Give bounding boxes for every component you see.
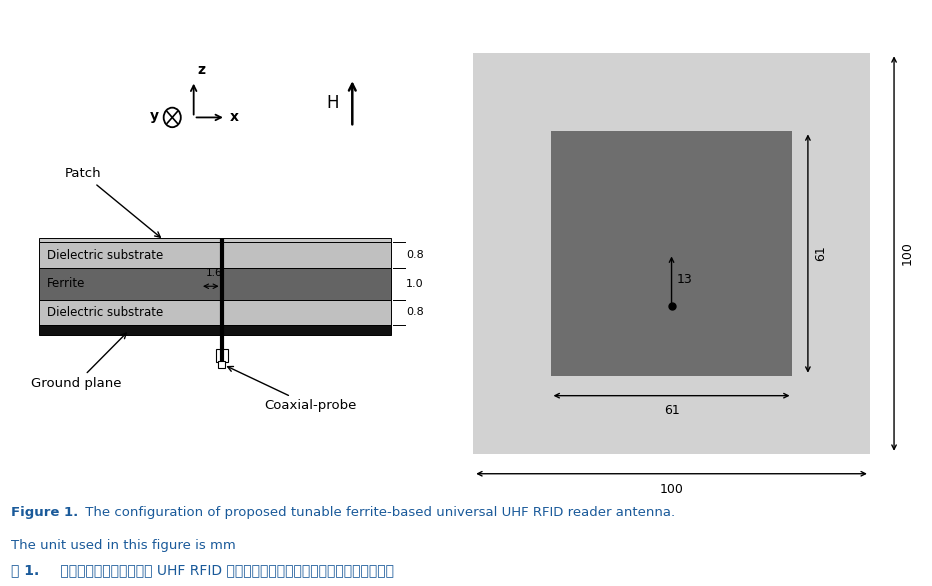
Text: H: H [327,94,339,112]
Text: 基于亚铁磁性材料的通用 UHF RFID 阅读器天线结构示意图，图中尺寸单位为毫米: 基于亚铁磁性材料的通用 UHF RFID 阅读器天线结构示意图，图中尺寸单位为毫… [56,563,394,577]
Text: Ferrite: Ferrite [47,277,86,290]
Text: 图 1.: 图 1. [11,563,39,577]
Bar [39,243,391,268]
Text: 61: 61 [664,404,679,417]
Text: Ground plane: Ground plane [31,333,127,390]
Text: The configuration of proposed tunable ferrite-based universal UHF RFID reader an: The configuration of proposed tunable fe… [81,506,675,519]
Text: 13: 13 [677,273,692,286]
Text: 1.0: 1.0 [406,279,424,289]
Bar [39,237,391,243]
Text: Figure 1.: Figure 1. [11,506,78,519]
Text: Patch: Patch [65,168,160,237]
Text: Dielectric substrate: Dielectric substrate [47,248,163,262]
Text: z: z [197,63,205,77]
Text: 1.6: 1.6 [206,268,222,278]
Text: Coaxial-probe: Coaxial-probe [227,366,357,413]
Bar [39,299,391,325]
Text: 0.8: 0.8 [406,250,424,260]
Bar [551,131,792,376]
Text: 0.8: 0.8 [406,308,424,318]
Bar [218,361,226,368]
Bar [215,349,227,362]
Text: x: x [230,110,240,124]
Bar [473,53,870,454]
Text: The unit used in this figure is mm: The unit used in this figure is mm [11,539,236,552]
Text: 100: 100 [660,483,683,496]
Text: y: y [149,110,158,124]
Bar [39,325,391,335]
Text: 61: 61 [815,246,828,261]
Text: Dielectric substrate: Dielectric substrate [47,306,163,319]
Bar [39,268,391,299]
Text: 100: 100 [900,241,913,265]
